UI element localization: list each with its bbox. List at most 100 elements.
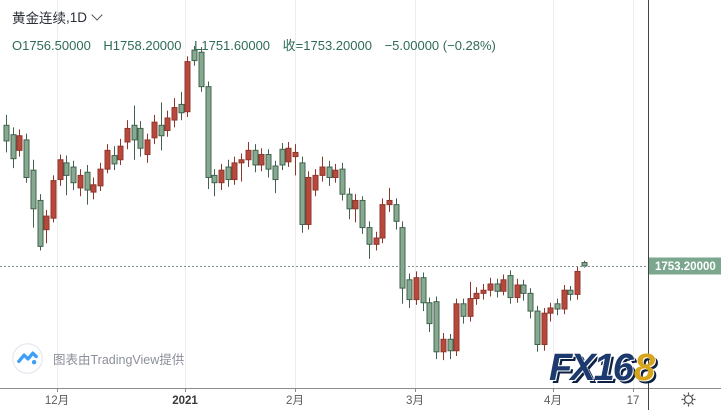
candle[interactable] — [57, 159, 64, 181]
candle[interactable] — [265, 154, 272, 170]
candle[interactable] — [527, 292, 534, 312]
candle[interactable] — [406, 279, 413, 301]
chevron-down-icon[interactable] — [91, 9, 103, 21]
candle[interactable] — [198, 51, 205, 88]
attribution-text[interactable]: 图表由TradingView提供 — [53, 353, 185, 367]
candle[interactable] — [70, 166, 77, 184]
candle[interactable] — [467, 298, 474, 317]
candle[interactable] — [131, 124, 138, 141]
tradingview-logo-icon[interactable] — [12, 343, 43, 374]
candle[interactable] — [574, 270, 581, 295]
candle[interactable] — [63, 162, 70, 176]
candle[interactable] — [420, 277, 427, 304]
candle[interactable] — [480, 289, 487, 294]
candle[interactable] — [547, 307, 554, 314]
candle[interactable] — [178, 103, 185, 114]
candle[interactable] — [137, 127, 144, 149]
candle[interactable] — [346, 193, 353, 210]
candle[interactable] — [386, 199, 393, 206]
candle[interactable] — [104, 149, 111, 170]
candle[interactable] — [433, 301, 440, 353]
last-price-label[interactable] — [649, 257, 721, 275]
candle[interactable] — [272, 165, 279, 181]
candle[interactable] — [473, 292, 480, 300]
candle[interactable] — [426, 302, 433, 325]
candle[interactable] — [191, 49, 198, 62]
candle[interactable] — [238, 159, 245, 164]
candle[interactable] — [16, 135, 23, 151]
candle[interactable] — [285, 147, 292, 163]
candle[interactable] — [500, 279, 507, 292]
candle[interactable] — [299, 162, 306, 225]
change-value: −5.00000 (−0.28%) — [384, 38, 496, 53]
candle[interactable] — [359, 199, 366, 229]
candle[interactable] — [460, 303, 467, 317]
time-axis-label: 12月 — [45, 395, 69, 407]
candle[interactable] — [292, 151, 299, 158]
time-axis-label: 17 — [627, 395, 640, 407]
candle[interactable] — [279, 148, 286, 166]
candle[interactable] — [231, 162, 238, 181]
candle[interactable] — [581, 262, 588, 267]
candle[interactable] — [252, 149, 259, 166]
time-axis-label: 2月 — [286, 395, 304, 407]
candle[interactable] — [447, 338, 454, 352]
symbol-name[interactable]: 黄金连续 — [12, 11, 66, 26]
candle[interactable] — [507, 275, 514, 299]
candle[interactable] — [305, 176, 312, 225]
candle[interactable] — [111, 155, 118, 165]
candle[interactable] — [218, 169, 225, 184]
interval-selector[interactable]: 1D — [69, 9, 88, 25]
candle[interactable] — [50, 180, 57, 219]
candle[interactable] — [514, 284, 521, 299]
candle[interactable] — [440, 338, 447, 353]
candle[interactable] — [339, 168, 346, 195]
candle[interactable] — [258, 154, 265, 166]
candle[interactable] — [23, 139, 30, 178]
candle[interactable] — [366, 227, 373, 245]
candle[interactable] — [413, 277, 420, 301]
candle[interactable] — [3, 124, 10, 142]
candle[interactable] — [373, 237, 380, 245]
candle[interactable] — [97, 168, 104, 187]
candle[interactable] — [312, 174, 319, 191]
candle[interactable] — [554, 303, 561, 310]
candle[interactable] — [225, 166, 232, 181]
candle[interactable] — [326, 166, 333, 178]
candle[interactable] — [124, 127, 131, 143]
candle[interactable] — [487, 283, 494, 291]
candle[interactable] — [144, 139, 151, 156]
candle[interactable] — [379, 204, 386, 239]
candle[interactable] — [37, 199, 44, 247]
candle[interactable] — [117, 145, 124, 161]
candle[interactable] — [43, 215, 50, 231]
candle[interactable] — [520, 284, 527, 294]
candle[interactable] — [319, 166, 326, 176]
candle[interactable] — [164, 117, 171, 132]
candle[interactable] — [10, 134, 17, 160]
candle[interactable] — [393, 204, 400, 222]
candle[interactable] — [90, 184, 97, 193]
chart-legend: 黄金连续, 1D O1756.50000 H1758.20000 L1751.6… — [12, 7, 505, 54]
candle[interactable] — [84, 171, 91, 191]
candle[interactable] — [567, 289, 574, 295]
candle[interactable] — [171, 107, 178, 121]
candle[interactable] — [77, 174, 84, 189]
candle[interactable] — [30, 169, 37, 210]
candle[interactable] — [399, 227, 406, 289]
candle[interactable] — [541, 312, 548, 345]
candle[interactable] — [352, 199, 359, 210]
candle[interactable] — [494, 283, 501, 292]
candle[interactable] — [561, 289, 568, 310]
candle[interactable] — [205, 86, 212, 178]
candle[interactable] — [184, 61, 191, 113]
candle[interactable] — [211, 174, 218, 184]
candle[interactable] — [151, 121, 158, 139]
candle[interactable] — [534, 310, 541, 345]
candle[interactable] — [245, 149, 252, 161]
candle[interactable] — [158, 124, 165, 137]
candle[interactable] — [332, 169, 339, 178]
gear-icon[interactable] — [680, 391, 697, 408]
candle[interactable] — [453, 303, 460, 352]
